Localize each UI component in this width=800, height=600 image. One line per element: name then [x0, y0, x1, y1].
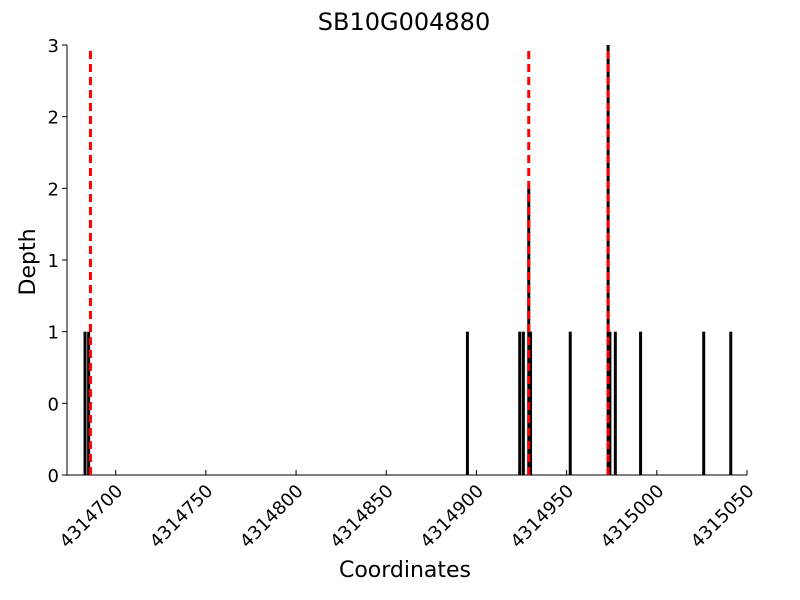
y-tick-label: 3 — [48, 36, 59, 57]
bar — [465, 331, 469, 475]
y-tick-label: 0 — [48, 466, 59, 487]
x-tick-label: 4314950 — [507, 481, 579, 553]
bar — [568, 331, 572, 475]
y-tick-label: 2 — [48, 108, 59, 129]
y-tick-label: 1 — [48, 323, 59, 344]
x-tick-label: 4314850 — [326, 481, 398, 553]
y-tick-label: 1 — [48, 251, 59, 272]
bar — [87, 331, 91, 475]
x-tick-label: 4314800 — [236, 481, 308, 553]
y-axis-label: Depth — [16, 228, 41, 295]
bar — [83, 331, 87, 475]
x-tick-label: 4315000 — [597, 481, 669, 553]
bar — [529, 331, 533, 475]
bar — [639, 331, 643, 475]
bar — [608, 331, 612, 475]
chart-title: SB10G004880 — [318, 8, 490, 36]
x-tick-label: 4315050 — [687, 481, 759, 553]
x-tick-label: 4314700 — [56, 481, 128, 553]
y-tick-label: 2 — [48, 179, 59, 200]
bar — [702, 331, 706, 475]
bar — [521, 331, 525, 475]
x-tick-label: 4314750 — [146, 481, 218, 553]
bar — [729, 331, 733, 475]
y-tick-label: 0 — [48, 394, 59, 415]
bar — [518, 331, 522, 475]
x-tick-label: 4314900 — [416, 481, 488, 553]
x-axis-label: Coordinates — [339, 558, 471, 583]
bar — [613, 331, 617, 475]
